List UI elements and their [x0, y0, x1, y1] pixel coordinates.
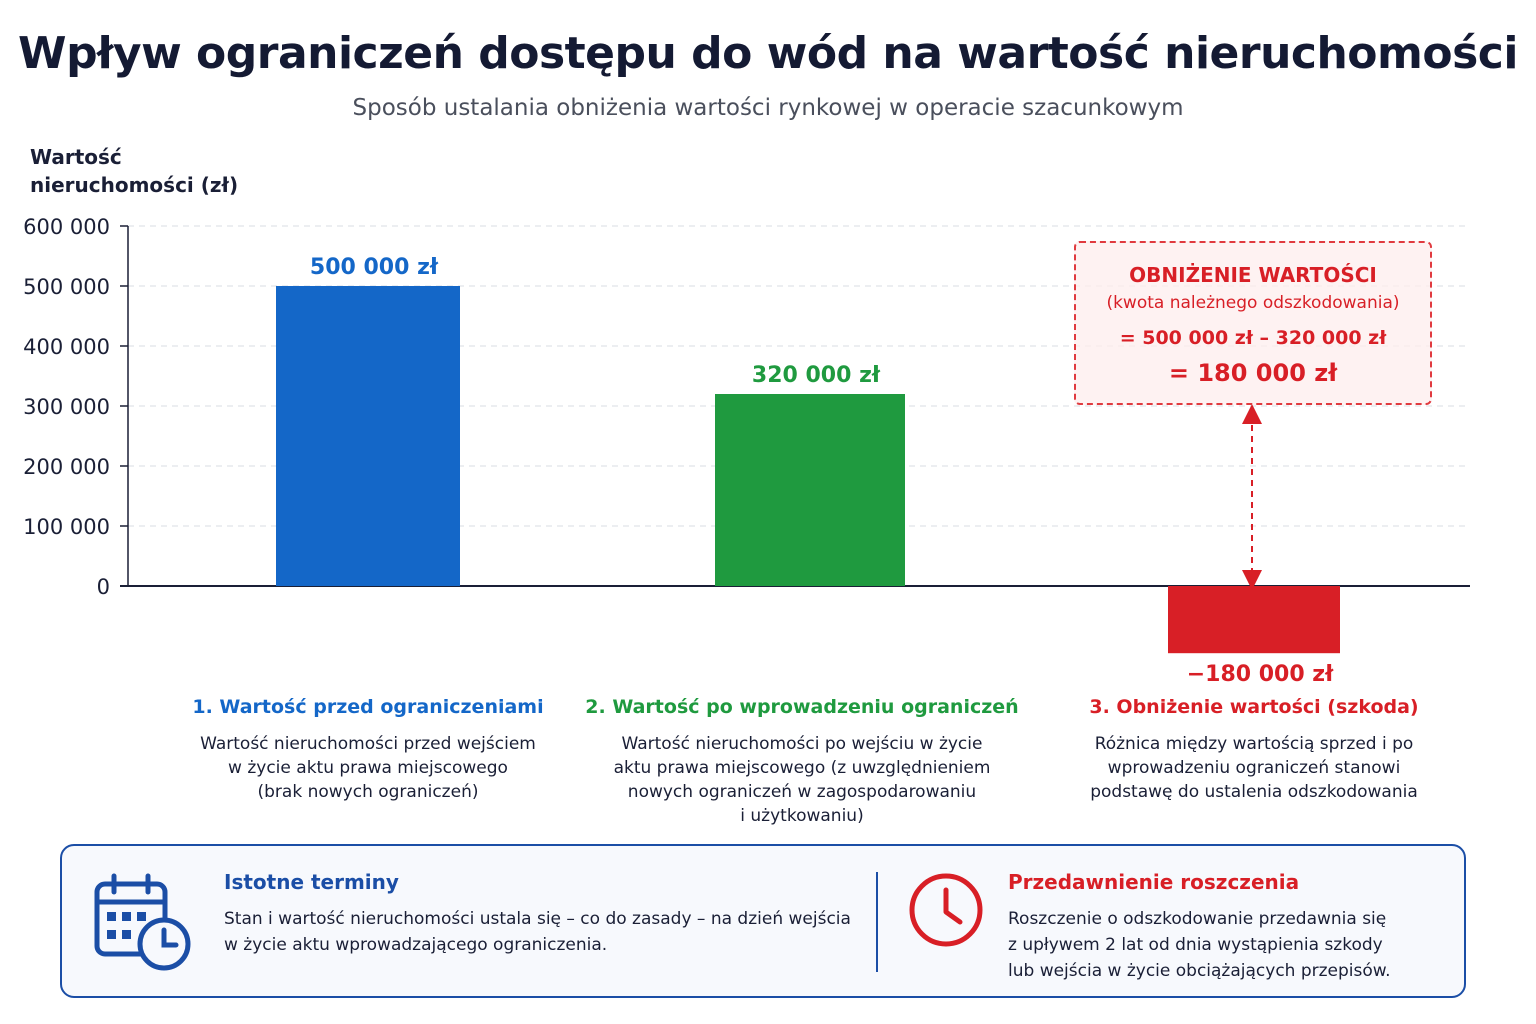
bar-chart: 0 100 000 200 000 300 000 400 000 500 000 600 …: [23, 215, 1470, 687]
info-right-text: Roszczenie o odszkodowanie przedawnia si…: [1008, 909, 1391, 981]
y-tick-label: 0: [97, 575, 110, 599]
difference-callout: OBNIŻENIE WARTOŚCI (kwota należnego odsz…: [1074, 241, 1432, 405]
info-left-text: Stan i wartość nieruchomości ustala się …: [224, 909, 851, 955]
callout-title: OBNIŻENIE WARTOŚCI: [1129, 263, 1377, 287]
page-title: Wpływ ograniczeń dostępu do wód na warto…: [18, 28, 1518, 79]
bar-2: [715, 394, 905, 586]
callout-formula: = 500 000 zł – 320 000 zł: [1119, 327, 1387, 349]
info-divider: [876, 872, 878, 972]
column-before-heading: 1. Wartość przed ograniczeniami: [192, 696, 544, 718]
y-tick-label: 400 000: [23, 335, 110, 359]
info-left-title: Istotne terminy: [224, 870, 399, 894]
info-panel: Istotne terminy Stan i wartość nieruchom…: [60, 844, 1466, 998]
y-tick-label: 300 000: [23, 395, 110, 419]
callout-subtitle: (kwota należnego odszkodowania): [1106, 293, 1400, 313]
column-loss-text: Różnica między wartością sprzed i po wpr…: [1090, 734, 1418, 802]
column-loss-heading: 3. Obniżenie wartości (szkoda): [1089, 696, 1419, 718]
column-before-text: Wartość nieruchomości przed wejściem w ż…: [200, 734, 536, 802]
y-tick-label: 600 000: [23, 215, 110, 239]
column-after-heading: 2. Wartość po wprowadzeniu ograniczeń: [585, 696, 1019, 718]
bar-1: [276, 286, 460, 586]
column-before: 1. Wartość przed ograniczeniami Wartość …: [148, 696, 588, 804]
y-tick-label: 100 000: [23, 515, 110, 539]
column-loss: 3. Obniżenie wartości (szkoda) Różnica m…: [1034, 696, 1474, 804]
bar-3: [1168, 586, 1340, 654]
bar-value-label-1: 500 000 zł: [310, 255, 439, 280]
column-after-text: Wartość nieruchomości po wejściu w życie…: [613, 734, 991, 826]
calendar-clock-icon: [94, 873, 191, 971]
y-tick-label: 200 000: [23, 455, 110, 479]
column-after: 2. Wartość po wprowadzeniu ograniczeń Wa…: [582, 696, 1022, 828]
info-right-title: Przedawnienie roszczenia: [1008, 870, 1300, 894]
bar-value-label-3: −180 000 zł: [1187, 662, 1334, 687]
bar-value-label-2: 320 000 zł: [752, 363, 881, 388]
y-tick-label: 500 000: [23, 275, 110, 299]
y-axis-label: Wartość nieruchomości (zł): [30, 145, 239, 197]
callout-result: = 180 000 zł: [1168, 359, 1338, 387]
clock-icon: [909, 873, 983, 947]
page-subtitle: Sposób ustalania obniżenia wartości rynk…: [352, 95, 1184, 121]
